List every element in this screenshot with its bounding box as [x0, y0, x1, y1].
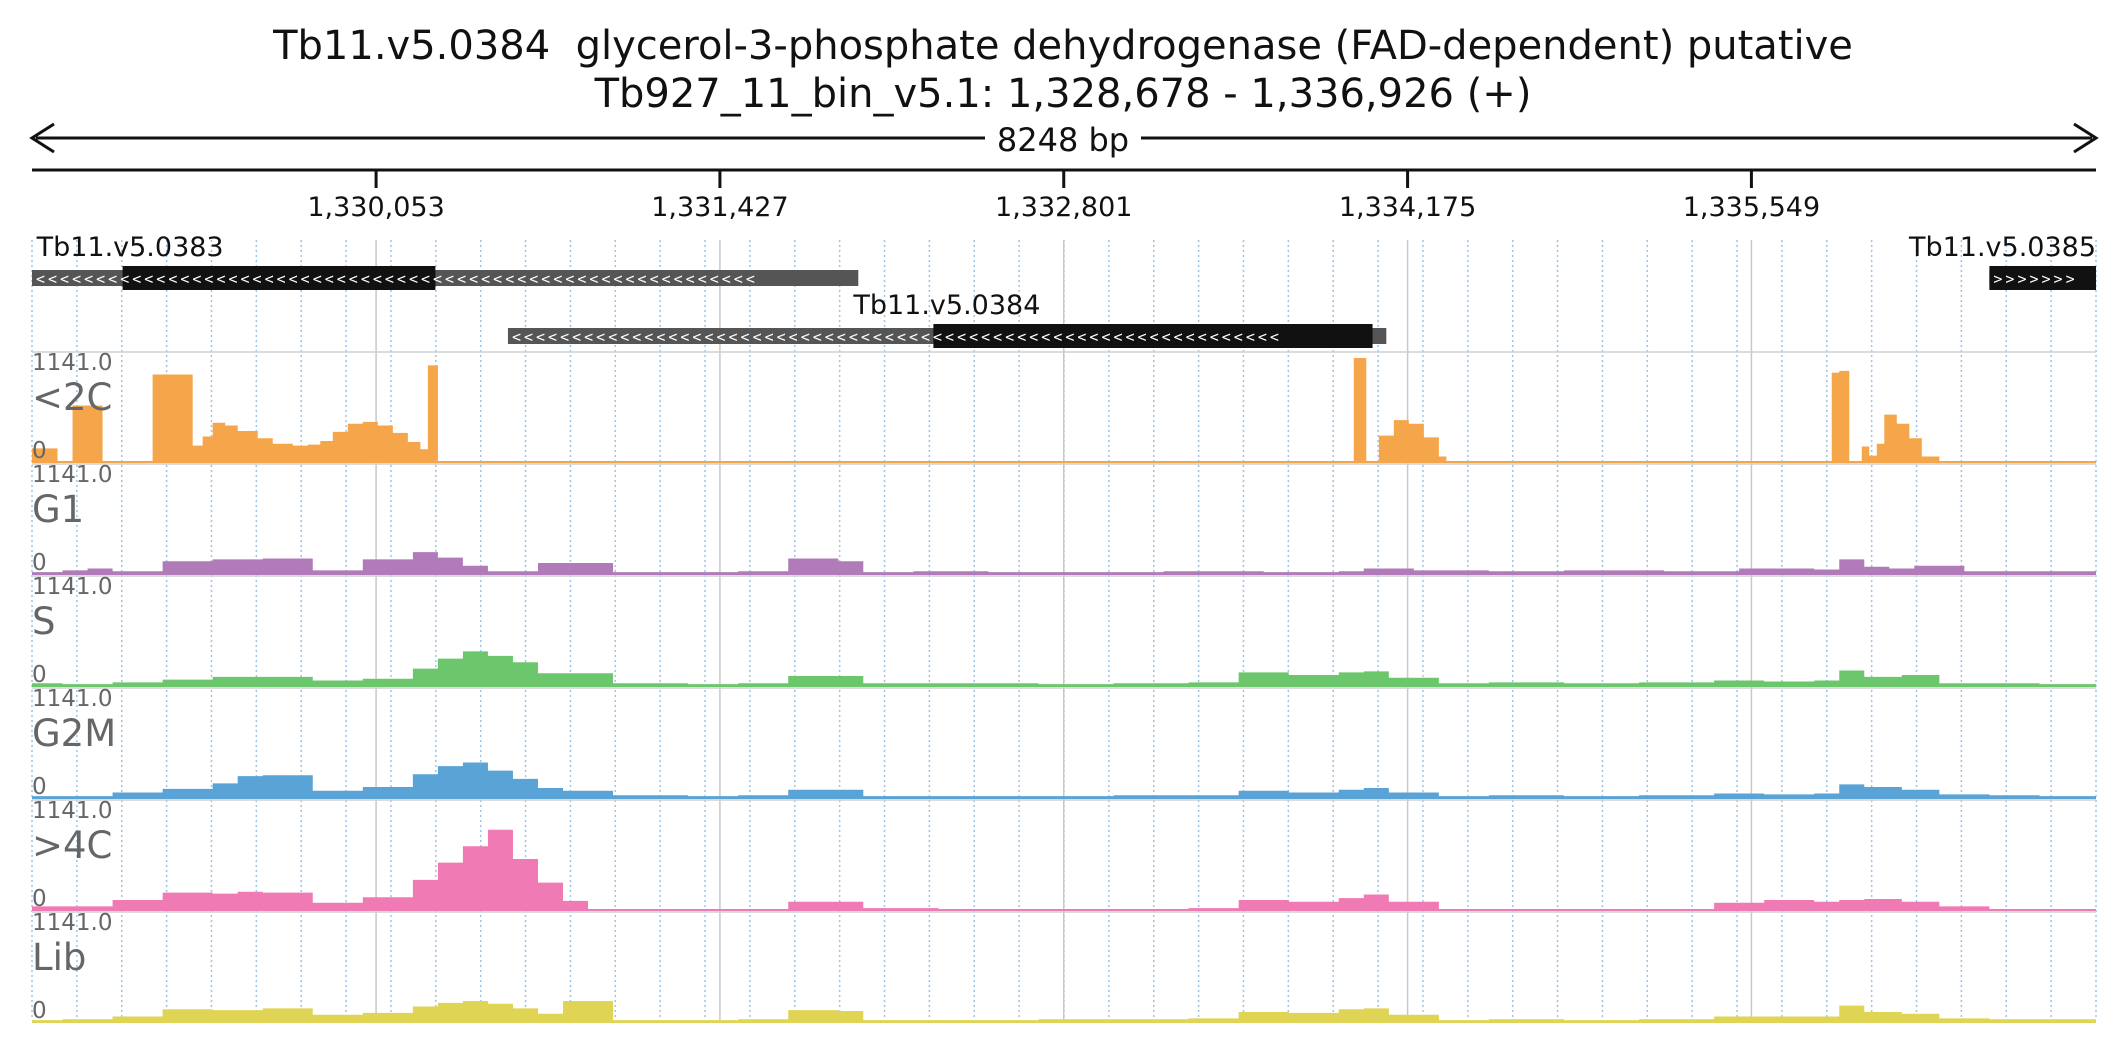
gene-label: Tb11.v5.0383	[36, 232, 224, 263]
gene-cds	[122, 266, 436, 290]
gene-cds	[1989, 266, 2096, 290]
track-zero-label: 0	[32, 550, 47, 576]
track-ymax-label: 1141.0	[32, 686, 112, 712]
x-tick-label: 1,335,549	[1683, 192, 1820, 223]
chart-title: Tb11.v5.0384 glycerol-3-phosphate dehydr…	[273, 23, 1853, 69]
track-ymax-label: 1141.0	[32, 798, 112, 824]
span-arrow-left-head	[29, 122, 55, 154]
coverage-area	[32, 651, 2096, 686]
coverage-area	[32, 762, 2096, 798]
coverage-area	[32, 552, 2096, 574]
track-name: Lib	[32, 936, 86, 979]
track-zero-label: 0	[32, 774, 47, 800]
chart-subtitle: Tb927_11_bin_v5.1: 1,328,678 - 1,336,926…	[594, 71, 1532, 117]
track-zero-label: 0	[32, 662, 47, 688]
gene-label: Tb11.v5.0384	[852, 290, 1040, 321]
track-zero-label: 0	[32, 438, 47, 464]
coverage-area	[32, 358, 2096, 462]
gene-cds	[933, 324, 1373, 348]
track-name: G1	[32, 488, 84, 531]
gene-strand-arrows: <<<<<<<<<<<<<<<<<<<<<<<<<<<<<<<<<<<<<<<<…	[512, 328, 1282, 346]
span-label-bg	[985, 118, 1141, 158]
track-name: >4C	[32, 824, 112, 867]
span-arrow-right-head	[2073, 122, 2099, 154]
track-ymax-label: 1141.0	[32, 462, 112, 488]
x-tick-label: 1,334,175	[1339, 192, 1476, 223]
track-name: <2C	[32, 376, 112, 419]
track-ymax-label: 1141.0	[32, 574, 112, 600]
track-ymax-label: 1141.0	[32, 350, 112, 376]
coverage-area	[32, 1001, 2096, 1022]
span-label: 8248 bp	[997, 121, 1129, 159]
coverage-area	[32, 829, 2096, 910]
track-zero-label: 0	[32, 998, 47, 1024]
track-name: G2M	[32, 712, 116, 755]
x-tick-label: 1,331,427	[651, 192, 788, 223]
x-tick-label: 1,330,053	[307, 192, 444, 223]
track-zero-label: 0	[32, 886, 47, 912]
gene-label: Tb11.v5.0385	[1908, 232, 2096, 263]
x-tick-label: 1,332,801	[995, 192, 1132, 223]
track-name: S	[32, 600, 56, 643]
track-ymax-label: 1141.0	[32, 910, 112, 936]
gene-strand-arrows: <<<<<<<<<<<<<<<<<<<<<<<<<<<<<<<<<<<<<<<<…	[36, 270, 758, 288]
gene-strand-arrows: >>>>>>>	[1993, 270, 2077, 288]
